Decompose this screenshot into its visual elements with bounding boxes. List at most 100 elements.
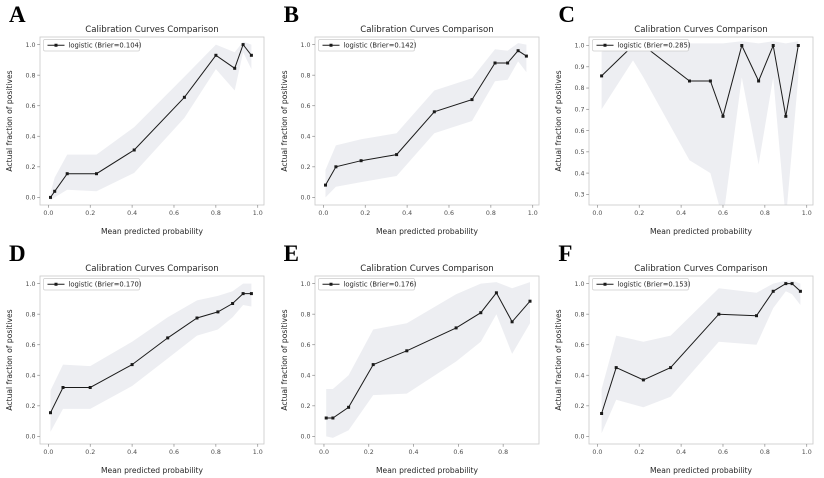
y-axis-label: Actual fraction of positives bbox=[280, 309, 289, 410]
data-point bbox=[454, 326, 458, 330]
svg-text:0.4: 0.4 bbox=[575, 372, 585, 379]
series-line bbox=[324, 50, 527, 186]
chart-title: Calibration Curves Comparison bbox=[85, 264, 219, 274]
data-point bbox=[241, 43, 245, 47]
x-axis-label: Mean predicted probability bbox=[376, 466, 479, 475]
svg-text:0.2: 0.2 bbox=[85, 449, 95, 456]
confidence-band bbox=[601, 280, 801, 434]
svg-text:0.2: 0.2 bbox=[25, 403, 35, 410]
legend: logistic (Brier=0.104) bbox=[43, 39, 142, 52]
plot-border bbox=[39, 36, 265, 206]
plot-border bbox=[314, 36, 540, 206]
chart-title: Calibration Curves Comparison bbox=[85, 25, 219, 35]
data-point bbox=[53, 189, 57, 193]
svg-text:0.6: 0.6 bbox=[575, 342, 585, 349]
panel-f: F Calibration Curves Comparison 0.0 0.2 0.4… bbox=[549, 239, 824, 478]
x-axis-label: Mean predicted probability bbox=[650, 466, 753, 475]
svg-text:0.6: 0.6 bbox=[453, 449, 463, 456]
svg-text:0.0: 0.0 bbox=[300, 195, 310, 202]
svg-text:0.6: 0.6 bbox=[25, 342, 35, 349]
svg-text:0.7: 0.7 bbox=[575, 107, 585, 114]
data-point bbox=[231, 302, 235, 305]
x-axis-label: Mean predicted probability bbox=[101, 227, 204, 236]
svg-text:0.4: 0.4 bbox=[402, 210, 412, 217]
svg-text:0.2: 0.2 bbox=[635, 449, 645, 456]
svg-text:1.0: 1.0 bbox=[300, 42, 310, 49]
data-point bbox=[721, 114, 725, 118]
svg-text:0.6: 0.6 bbox=[25, 103, 35, 110]
svg-text:0.2: 0.2 bbox=[363, 449, 373, 456]
panel-b: B Calibration Curves Comparison 0.0 0.2 0.4… bbox=[275, 0, 550, 239]
data-point bbox=[324, 416, 328, 420]
data-point bbox=[505, 61, 509, 65]
data-point bbox=[65, 172, 69, 176]
y-axis-label: Actual fraction of positives bbox=[554, 70, 563, 171]
chart-title: Calibration Curves Comparison bbox=[635, 264, 769, 274]
calibration-chart-b: Calibration Curves Comparison 0.0 0.2 0.4 0.… bbox=[280, 25, 540, 236]
svg-text:0.8: 0.8 bbox=[575, 85, 585, 92]
data-point bbox=[642, 378, 646, 382]
x-axis-label: Mean predicted probability bbox=[650, 227, 753, 236]
data-point bbox=[772, 44, 776, 47]
svg-text:0.8: 0.8 bbox=[25, 72, 35, 79]
svg-text:0.8: 0.8 bbox=[498, 449, 508, 456]
data-point bbox=[784, 114, 788, 118]
data-point bbox=[249, 53, 253, 57]
svg-text:0.0: 0.0 bbox=[575, 434, 585, 441]
svg-text:0.0: 0.0 bbox=[593, 210, 603, 217]
svg-text:logistic (Brier=0.104): logistic (Brier=0.104) bbox=[69, 42, 142, 50]
svg-text:1.0: 1.0 bbox=[253, 210, 263, 217]
svg-text:0.8: 0.8 bbox=[211, 449, 221, 456]
panel-label: E bbox=[283, 241, 299, 266]
svg-text:1.0: 1.0 bbox=[300, 281, 310, 288]
data-point bbox=[233, 66, 237, 70]
svg-text:0.4: 0.4 bbox=[676, 210, 686, 217]
svg-text:0.0: 0.0 bbox=[25, 434, 35, 441]
svg-text:0.6: 0.6 bbox=[718, 449, 728, 456]
data-point bbox=[95, 172, 98, 176]
data-point bbox=[797, 44, 801, 47]
svg-text:logistic (Brier=0.142): logistic (Brier=0.142) bbox=[343, 42, 416, 50]
panel-label: D bbox=[9, 241, 26, 266]
confidence-band bbox=[601, 41, 799, 205]
panel-e: E Calibration Curves Comparison 0.0 0.2 0.4… bbox=[275, 239, 550, 478]
y-axis-label: Actual fraction of positives bbox=[280, 70, 289, 171]
series-line bbox=[50, 293, 252, 413]
calibration-chart-f: Calibration Curves Comparison 0.0 0.2 0.4 0.… bbox=[554, 264, 814, 475]
data-point bbox=[688, 79, 692, 83]
svg-text:0.4: 0.4 bbox=[127, 210, 137, 217]
data-point bbox=[432, 110, 436, 114]
legend: logistic (Brier=0.170) bbox=[43, 278, 142, 291]
data-point bbox=[359, 159, 363, 163]
svg-text:0.4: 0.4 bbox=[127, 449, 137, 456]
svg-text:0.4: 0.4 bbox=[408, 449, 418, 456]
data-point bbox=[600, 74, 604, 78]
calibration-chart-d: Calibration Curves Comparison 0.0 0.2 0.4 0.… bbox=[5, 264, 265, 475]
plot-border bbox=[588, 36, 814, 206]
svg-text:1.0: 1.0 bbox=[253, 449, 263, 456]
data-point bbox=[528, 299, 532, 303]
svg-text:0.0: 0.0 bbox=[593, 449, 603, 456]
data-point bbox=[493, 61, 497, 65]
data-point bbox=[88, 386, 92, 389]
svg-text:logistic (Brier=0.176): logistic (Brier=0.176) bbox=[343, 281, 416, 289]
data-point bbox=[757, 79, 761, 83]
svg-text:0.9: 0.9 bbox=[575, 64, 585, 71]
svg-text:0.4: 0.4 bbox=[25, 372, 35, 379]
svg-text:0.8: 0.8 bbox=[300, 311, 310, 318]
data-point bbox=[510, 320, 514, 324]
svg-text:1.0: 1.0 bbox=[802, 449, 812, 456]
svg-text:0.0: 0.0 bbox=[319, 449, 329, 456]
svg-text:0.0: 0.0 bbox=[43, 210, 53, 217]
confidence-band bbox=[50, 41, 252, 201]
data-point bbox=[49, 195, 52, 199]
panel-label: C bbox=[558, 2, 575, 27]
svg-text:0.6: 0.6 bbox=[444, 210, 454, 217]
data-point bbox=[49, 411, 52, 415]
data-point bbox=[600, 412, 604, 415]
data-point bbox=[323, 183, 327, 187]
svg-text:0.2: 0.2 bbox=[635, 210, 645, 217]
svg-text:1.0: 1.0 bbox=[527, 210, 537, 217]
data-point bbox=[241, 292, 245, 296]
